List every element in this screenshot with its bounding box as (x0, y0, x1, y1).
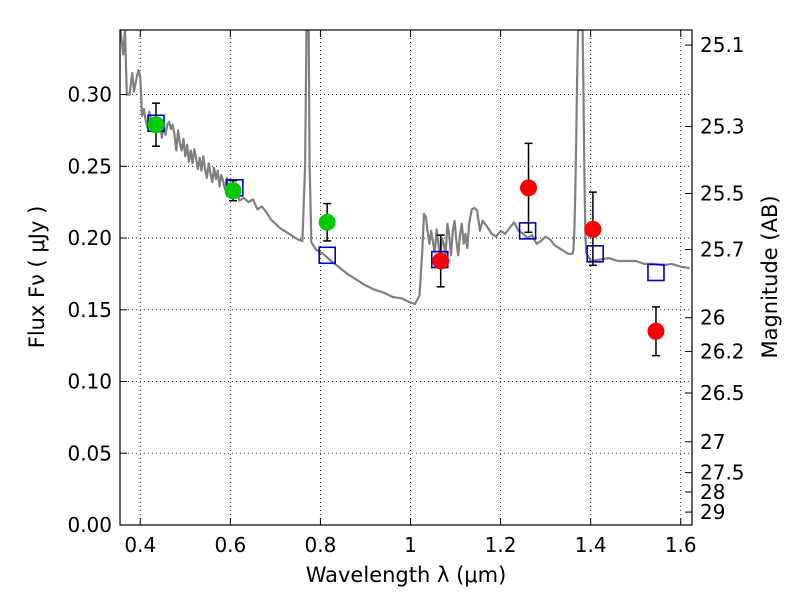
magnitude-tick-label: 25.5 (700, 181, 745, 205)
axis-ticks (120, 30, 692, 526)
y-tick-label: 0.25 (67, 154, 112, 178)
magnitude-tick-label: 27 (700, 430, 725, 454)
y-tick-label: 0.00 (67, 513, 112, 537)
magnitude-tick-label: 25.3 (700, 114, 745, 138)
model-point-square (318, 246, 336, 265)
x-tick-label: 1.2 (485, 533, 517, 557)
observed-point (318, 213, 336, 231)
x-axis-label: Wavelength λ (μm) (306, 563, 507, 587)
observed-point (520, 179, 538, 197)
magnitude-tick-label: 28 (700, 480, 725, 504)
y-axis-label-left: Flux Fν ( μJy ) (25, 206, 49, 349)
model-point-square (518, 222, 537, 240)
x-tick-label: 1 (404, 533, 417, 557)
observed-photometry-points (147, 116, 665, 340)
y-tick-label: 0.30 (67, 83, 112, 107)
x-tick-label: 1.4 (575, 533, 607, 557)
y-tick-label: 0.10 (67, 370, 112, 394)
y-tick-label: 0.05 (67, 441, 112, 465)
model-spectrum-line (120, 30, 690, 306)
x-tick-label: 1.6 (665, 533, 697, 557)
observed-point (224, 182, 242, 200)
observed-point (147, 116, 165, 134)
magnitude-tick-label: 25.1 (700, 33, 745, 57)
magnitude-tick-label: 26.2 (700, 339, 745, 363)
y-tick-label: 0.20 (67, 226, 112, 250)
y-tick-labels: 0.00 0.05 0.10 0.15 0.20 0.25 0.30 (67, 83, 112, 537)
model-point-square (647, 263, 665, 282)
magnitude-tick-label: 29 (700, 500, 725, 524)
magnitude-tick-label: 25.7 (700, 238, 745, 262)
y-axis-label-right: Magnitude (AB) (758, 195, 782, 358)
x-tick-label: 0.6 (214, 533, 246, 557)
plot-frame (119, 29, 693, 526)
observed-point (647, 322, 665, 340)
model-point-square (586, 245, 604, 263)
x-tick-label: 0.4 (124, 533, 156, 557)
observed-point (584, 220, 602, 238)
observed-point (432, 252, 450, 270)
magnitude-tick-label: 26 (700, 306, 725, 330)
x-tick-label: 0.8 (305, 533, 337, 557)
x-tick-labels: 0.4 0.6 0.8 1 1.2 1.4 1.6 (124, 533, 696, 557)
magnitude-tick-label: 27.5 (700, 461, 745, 485)
magnitude-tick-label: 26.5 (700, 381, 745, 405)
y-tick-label: 0.15 (67, 298, 112, 322)
